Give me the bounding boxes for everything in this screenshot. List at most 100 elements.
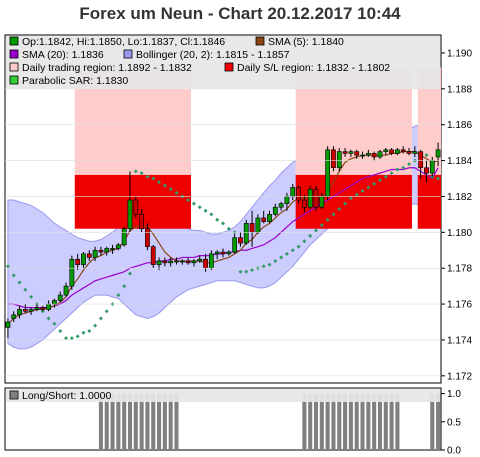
legend-swatch [123, 49, 133, 59]
long-short-bar [133, 393, 138, 450]
sar-point [337, 207, 342, 211]
candle [232, 237, 238, 253]
sar-point [29, 294, 34, 299]
legend-swatch [224, 62, 234, 72]
sar-point [354, 192, 359, 197]
sar-point [401, 165, 406, 170]
sar-point [290, 248, 295, 253]
sar-point [81, 330, 86, 335]
sar-point [58, 328, 63, 333]
candle [46, 303, 51, 310]
long-short-bar [348, 393, 353, 450]
price-tick-label: 1.180 [447, 228, 472, 239]
trading-region-2 [417, 67, 441, 175]
candle [191, 260, 197, 264]
long-short-bar [168, 393, 173, 450]
price-tick-label: 1.188 [447, 84, 472, 95]
candle [278, 203, 284, 208]
long-short-bar [325, 393, 330, 450]
long-short-bar [174, 393, 179, 450]
sar-point [145, 174, 150, 179]
candle [383, 149, 389, 152]
price-tick-label: 1.190 [447, 48, 472, 59]
long-short-bar [354, 393, 359, 450]
sar-point [157, 180, 162, 185]
sar-point [273, 259, 278, 264]
candle [435, 149, 441, 158]
long-short-bars [98, 393, 441, 450]
lower-legend-label: Long/Short: 1.0000 [22, 390, 111, 402]
candle [371, 153, 377, 158]
sar-point [93, 323, 98, 328]
sar-point [127, 271, 132, 276]
sar-point [104, 309, 109, 314]
candle [412, 151, 418, 154]
sar-point [209, 212, 214, 217]
sar-point [11, 273, 16, 278]
candle [226, 251, 232, 255]
candle [389, 149, 394, 154]
candle [162, 260, 168, 264]
candle [86, 253, 92, 258]
legend-swatch [9, 62, 19, 72]
candle [69, 258, 75, 287]
candle [331, 149, 336, 169]
sar-point [46, 316, 51, 321]
long-short-bar [122, 393, 127, 450]
long-short-bar [395, 393, 400, 450]
long-short-bar [331, 393, 336, 450]
candle [284, 196, 290, 204]
sar-point [17, 280, 22, 285]
candle [261, 217, 267, 222]
candle [168, 260, 174, 264]
candle [156, 260, 162, 265]
long-short-bar [302, 393, 307, 450]
legend-swatch [9, 36, 19, 46]
sar-point [331, 212, 336, 217]
sar-point [261, 264, 266, 269]
candle [313, 188, 319, 208]
candle [5, 321, 11, 328]
candle [243, 223, 249, 244]
sar-point [244, 269, 249, 274]
price-tick-label: 1.174 [447, 335, 472, 346]
candle [290, 187, 296, 197]
lower-legend-background [6, 389, 440, 402]
candle [104, 248, 110, 253]
candle [208, 253, 214, 269]
candle [121, 228, 127, 246]
candle [92, 249, 98, 258]
candle [139, 214, 145, 230]
sar-point [296, 244, 301, 249]
long-short-bar [319, 393, 324, 450]
candle [429, 160, 435, 174]
sar-point [284, 251, 289, 256]
candle [115, 244, 121, 249]
sar-point [174, 190, 179, 195]
candle [272, 206, 278, 215]
legend-label: Op:1.1842, Hi:1.1850, Lo:1.1837, Cl:1.18… [22, 36, 225, 48]
candle [57, 294, 63, 301]
candle [110, 248, 115, 250]
candle [28, 309, 34, 312]
long-short-bar [377, 393, 382, 450]
sar-point [238, 269, 243, 274]
long-short-bar [145, 393, 150, 450]
price-tick-label: 1.184 [447, 156, 472, 167]
candle [214, 251, 220, 255]
sar-point [69, 336, 74, 341]
price-tick-label: 1.178 [447, 264, 472, 275]
candle [17, 309, 22, 316]
long-short-axis: 0.0 0.5 1.0 [441, 389, 461, 457]
sar-point [168, 187, 173, 192]
sar-point [116, 293, 121, 298]
sar-point [308, 233, 313, 238]
long-short-bar [366, 393, 371, 450]
candle [377, 151, 383, 158]
sar-point [186, 198, 191, 203]
sar-point [23, 287, 28, 292]
candle [174, 260, 179, 263]
sar-point [98, 316, 103, 321]
long-short-bar [104, 393, 109, 450]
sar-point [302, 239, 307, 244]
